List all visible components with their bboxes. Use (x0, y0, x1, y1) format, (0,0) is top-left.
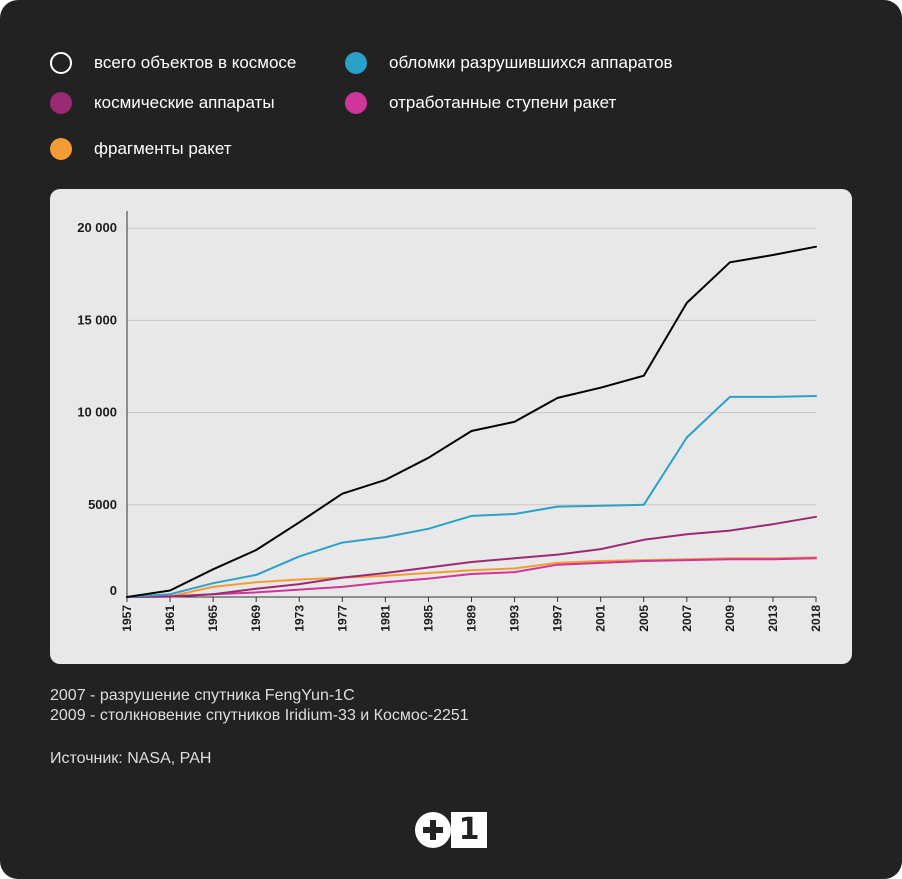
legend-label-debris: обломки разрушившихся аппаратов (389, 53, 673, 72)
annotation-2009: 2009 - столкновение спутников Iridium-33… (50, 707, 469, 724)
annotations: 2007 - разрушение спутника FengYun-1C 20… (50, 686, 469, 726)
logo-one: 1 (451, 812, 487, 848)
legend-marker-debris (345, 52, 367, 74)
x-tick-label: 1969 (249, 605, 263, 632)
series-line-3 (126, 557, 817, 598)
x-tick-label: 2009 (723, 605, 737, 632)
x-tick-label: 2018 (809, 605, 823, 632)
y-tick-label: 10 000 (77, 405, 117, 420)
x-tick-label: 1993 (508, 605, 522, 632)
x-tick-label: 1989 (465, 605, 479, 632)
annotation-2007: 2007 - разрушение спутника FengYun-1C (50, 687, 355, 704)
x-tick-label: 1973 (292, 605, 306, 632)
x-tick-label: 1977 (335, 605, 349, 632)
legend-marker-spacecraft (50, 92, 72, 114)
source-note: Источник: NASA, РАН (50, 750, 212, 767)
legend-marker-rocket-fragments (50, 138, 72, 160)
legend-label-spacecraft: космические аппараты (94, 93, 275, 112)
x-tick-label: 1961 (163, 605, 177, 632)
series-line-1 (126, 395, 817, 598)
chart-legend: всего объектов в космосе обломки разруши… (0, 0, 902, 180)
series-line-2 (126, 515, 817, 598)
y-tick-label: 5000 (88, 497, 117, 512)
legend-marker-total (50, 52, 72, 74)
legend-item-debris: обломки разрушившихся аппаратов (345, 52, 673, 74)
legend-item-rocket-bodies: отработанные ступени ракет (345, 92, 616, 114)
legend-label-rocket-fragments: фрагменты ракет (94, 139, 232, 158)
legend-item-spacecraft: космические аппараты (50, 92, 275, 114)
x-tick-label: 1985 (421, 605, 435, 632)
x-tick-label: 2007 (680, 605, 694, 632)
x-tick-label: 1957 (120, 605, 134, 632)
x-tick-label: 2005 (637, 605, 651, 632)
legend-marker-rocket-bodies (345, 92, 367, 114)
plus-circle-icon (415, 812, 451, 848)
x-tick-label: 2001 (594, 605, 608, 632)
y-tick-label: 15 000 (77, 312, 117, 327)
line-chart: 0 5000 10 000 15 000 20 000 1957 1961 1965 1969… (77, 211, 823, 632)
x-tick-label: 1997 (551, 605, 565, 632)
y-tick-label: 20 000 (77, 220, 117, 235)
brand-logo: 1 (415, 812, 487, 848)
plot-panel: 0 5000 10 000 15 000 20 000 1957 1961 1965 1969… (50, 189, 852, 664)
legend-label-total: всего объектов в космосе (94, 53, 297, 72)
series-line-0 (126, 245, 817, 598)
x-tick-label: 1981 (378, 605, 392, 632)
legend-label-rocket-bodies: отработанные ступени ракет (389, 93, 617, 112)
legend-item-total: всего объектов в космосе (50, 52, 296, 74)
legend-item-rocket-fragments: фрагменты ракет (50, 138, 232, 160)
x-tick-label: 2013 (766, 605, 780, 632)
x-tick-label: 1965 (206, 605, 220, 632)
y-tick-label: 0 (110, 583, 117, 598)
